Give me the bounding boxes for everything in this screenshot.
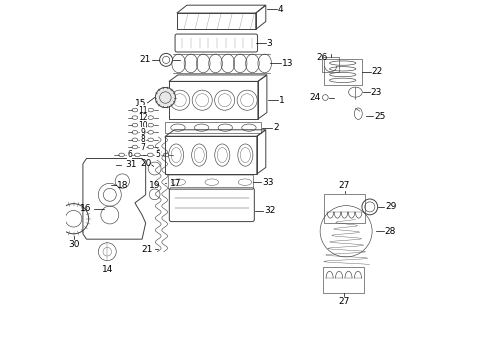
Text: 26: 26 xyxy=(317,53,328,62)
Text: 9: 9 xyxy=(140,128,145,137)
Text: 3: 3 xyxy=(267,39,272,48)
Text: 20: 20 xyxy=(141,159,152,168)
Circle shape xyxy=(155,87,175,108)
Text: 24: 24 xyxy=(310,93,321,102)
Text: 8: 8 xyxy=(141,135,145,144)
Text: 4: 4 xyxy=(278,5,283,14)
Text: 27: 27 xyxy=(338,297,349,306)
Bar xyxy=(324,59,362,85)
Text: 7: 7 xyxy=(140,143,145,152)
Text: 21: 21 xyxy=(142,246,153,255)
Text: 27: 27 xyxy=(339,181,350,190)
Text: 14: 14 xyxy=(102,265,114,274)
Text: 16: 16 xyxy=(80,204,92,213)
Text: 10: 10 xyxy=(138,121,147,130)
Text: 1: 1 xyxy=(279,96,285,105)
Text: 31: 31 xyxy=(125,160,137,169)
Text: 23: 23 xyxy=(370,87,382,96)
Text: 28: 28 xyxy=(385,227,396,236)
Text: 29: 29 xyxy=(385,202,396,211)
Bar xyxy=(322,57,339,72)
Text: 19: 19 xyxy=(149,181,160,190)
Text: 11: 11 xyxy=(138,105,147,114)
Text: 22: 22 xyxy=(371,67,383,76)
Text: 5: 5 xyxy=(156,150,161,159)
Text: 25: 25 xyxy=(374,112,386,121)
Bar xyxy=(166,122,262,134)
Text: 18: 18 xyxy=(117,181,128,190)
Bar xyxy=(324,194,365,223)
Text: 13: 13 xyxy=(282,59,294,68)
Text: 17: 17 xyxy=(170,179,181,188)
Bar xyxy=(323,267,365,293)
Text: 15: 15 xyxy=(135,99,147,108)
Text: 21: 21 xyxy=(139,55,150,64)
Text: 33: 33 xyxy=(262,177,274,186)
Text: 32: 32 xyxy=(264,206,275,215)
Text: 2: 2 xyxy=(273,123,279,132)
Text: 30: 30 xyxy=(68,240,79,249)
Text: 12: 12 xyxy=(138,113,147,122)
Text: 6: 6 xyxy=(127,150,132,159)
